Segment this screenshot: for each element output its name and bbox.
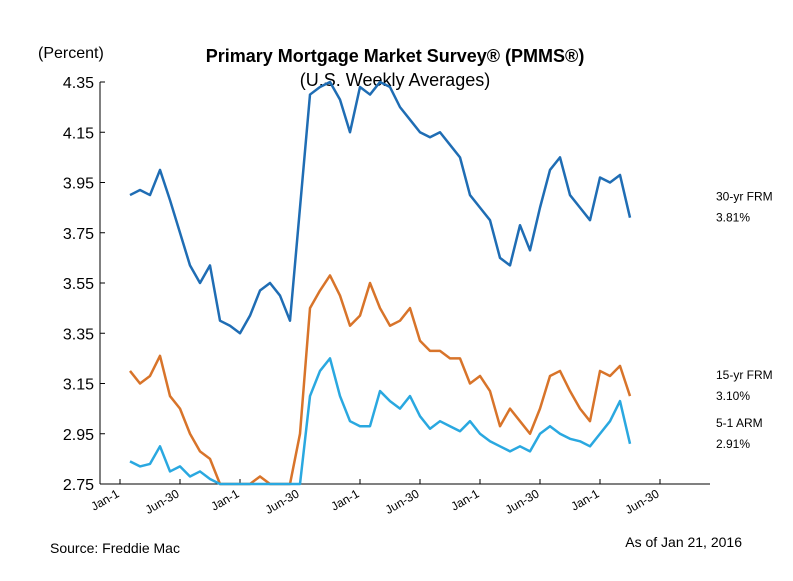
y-tick-label: 4.15	[63, 125, 94, 142]
y-tick-label: 3.75	[63, 226, 94, 243]
end-value-label: 3.81%	[716, 211, 750, 225]
chart-title: Primary Mortgage Market Survey® (PMMS®)	[206, 46, 585, 66]
x-tick-label: Jun-30	[503, 486, 542, 517]
y-tick-label: 2.95	[63, 427, 94, 444]
x-tick-label: Jan-1	[568, 486, 601, 513]
y-tick-label: 3.95	[63, 176, 94, 193]
x-tick-label: Jan-1	[328, 486, 361, 513]
series-line	[129, 80, 632, 335]
x-tick-label: Jun-30	[143, 486, 182, 517]
y-tick-label: 3.15	[63, 377, 94, 394]
end-value-label: 3.10%	[716, 389, 750, 403]
y-tick-label: 4.35	[63, 75, 94, 92]
series-line	[129, 357, 632, 486]
x-tick-label: Jan-1	[448, 486, 481, 513]
y-tick-label: 3.35	[63, 326, 94, 343]
legend-label: 15-yr FRM	[716, 368, 773, 382]
x-tick-label: Jun-30	[383, 486, 422, 517]
source: Source: Freddie Mac	[50, 540, 180, 556]
y-tick-label: 2.75	[63, 477, 94, 494]
legend-label: 5-1 ARM	[716, 416, 763, 430]
legend-label: 30-yr FRM	[716, 190, 773, 204]
chart-subtitle: (U.S. Weekly Averages)	[300, 70, 490, 90]
x-tick-label: Jun-30	[263, 486, 302, 517]
x-tick-label: Jan-1	[208, 486, 241, 513]
x-tick-label: Jun-30	[623, 486, 662, 517]
y-tick-label: 3.55	[63, 276, 94, 293]
end-value-label: 2.91%	[716, 437, 750, 451]
series-line	[129, 274, 632, 486]
as-of-date: As of Jan 21, 2016	[625, 534, 742, 550]
y-axis-label: (Percent)	[38, 45, 104, 62]
